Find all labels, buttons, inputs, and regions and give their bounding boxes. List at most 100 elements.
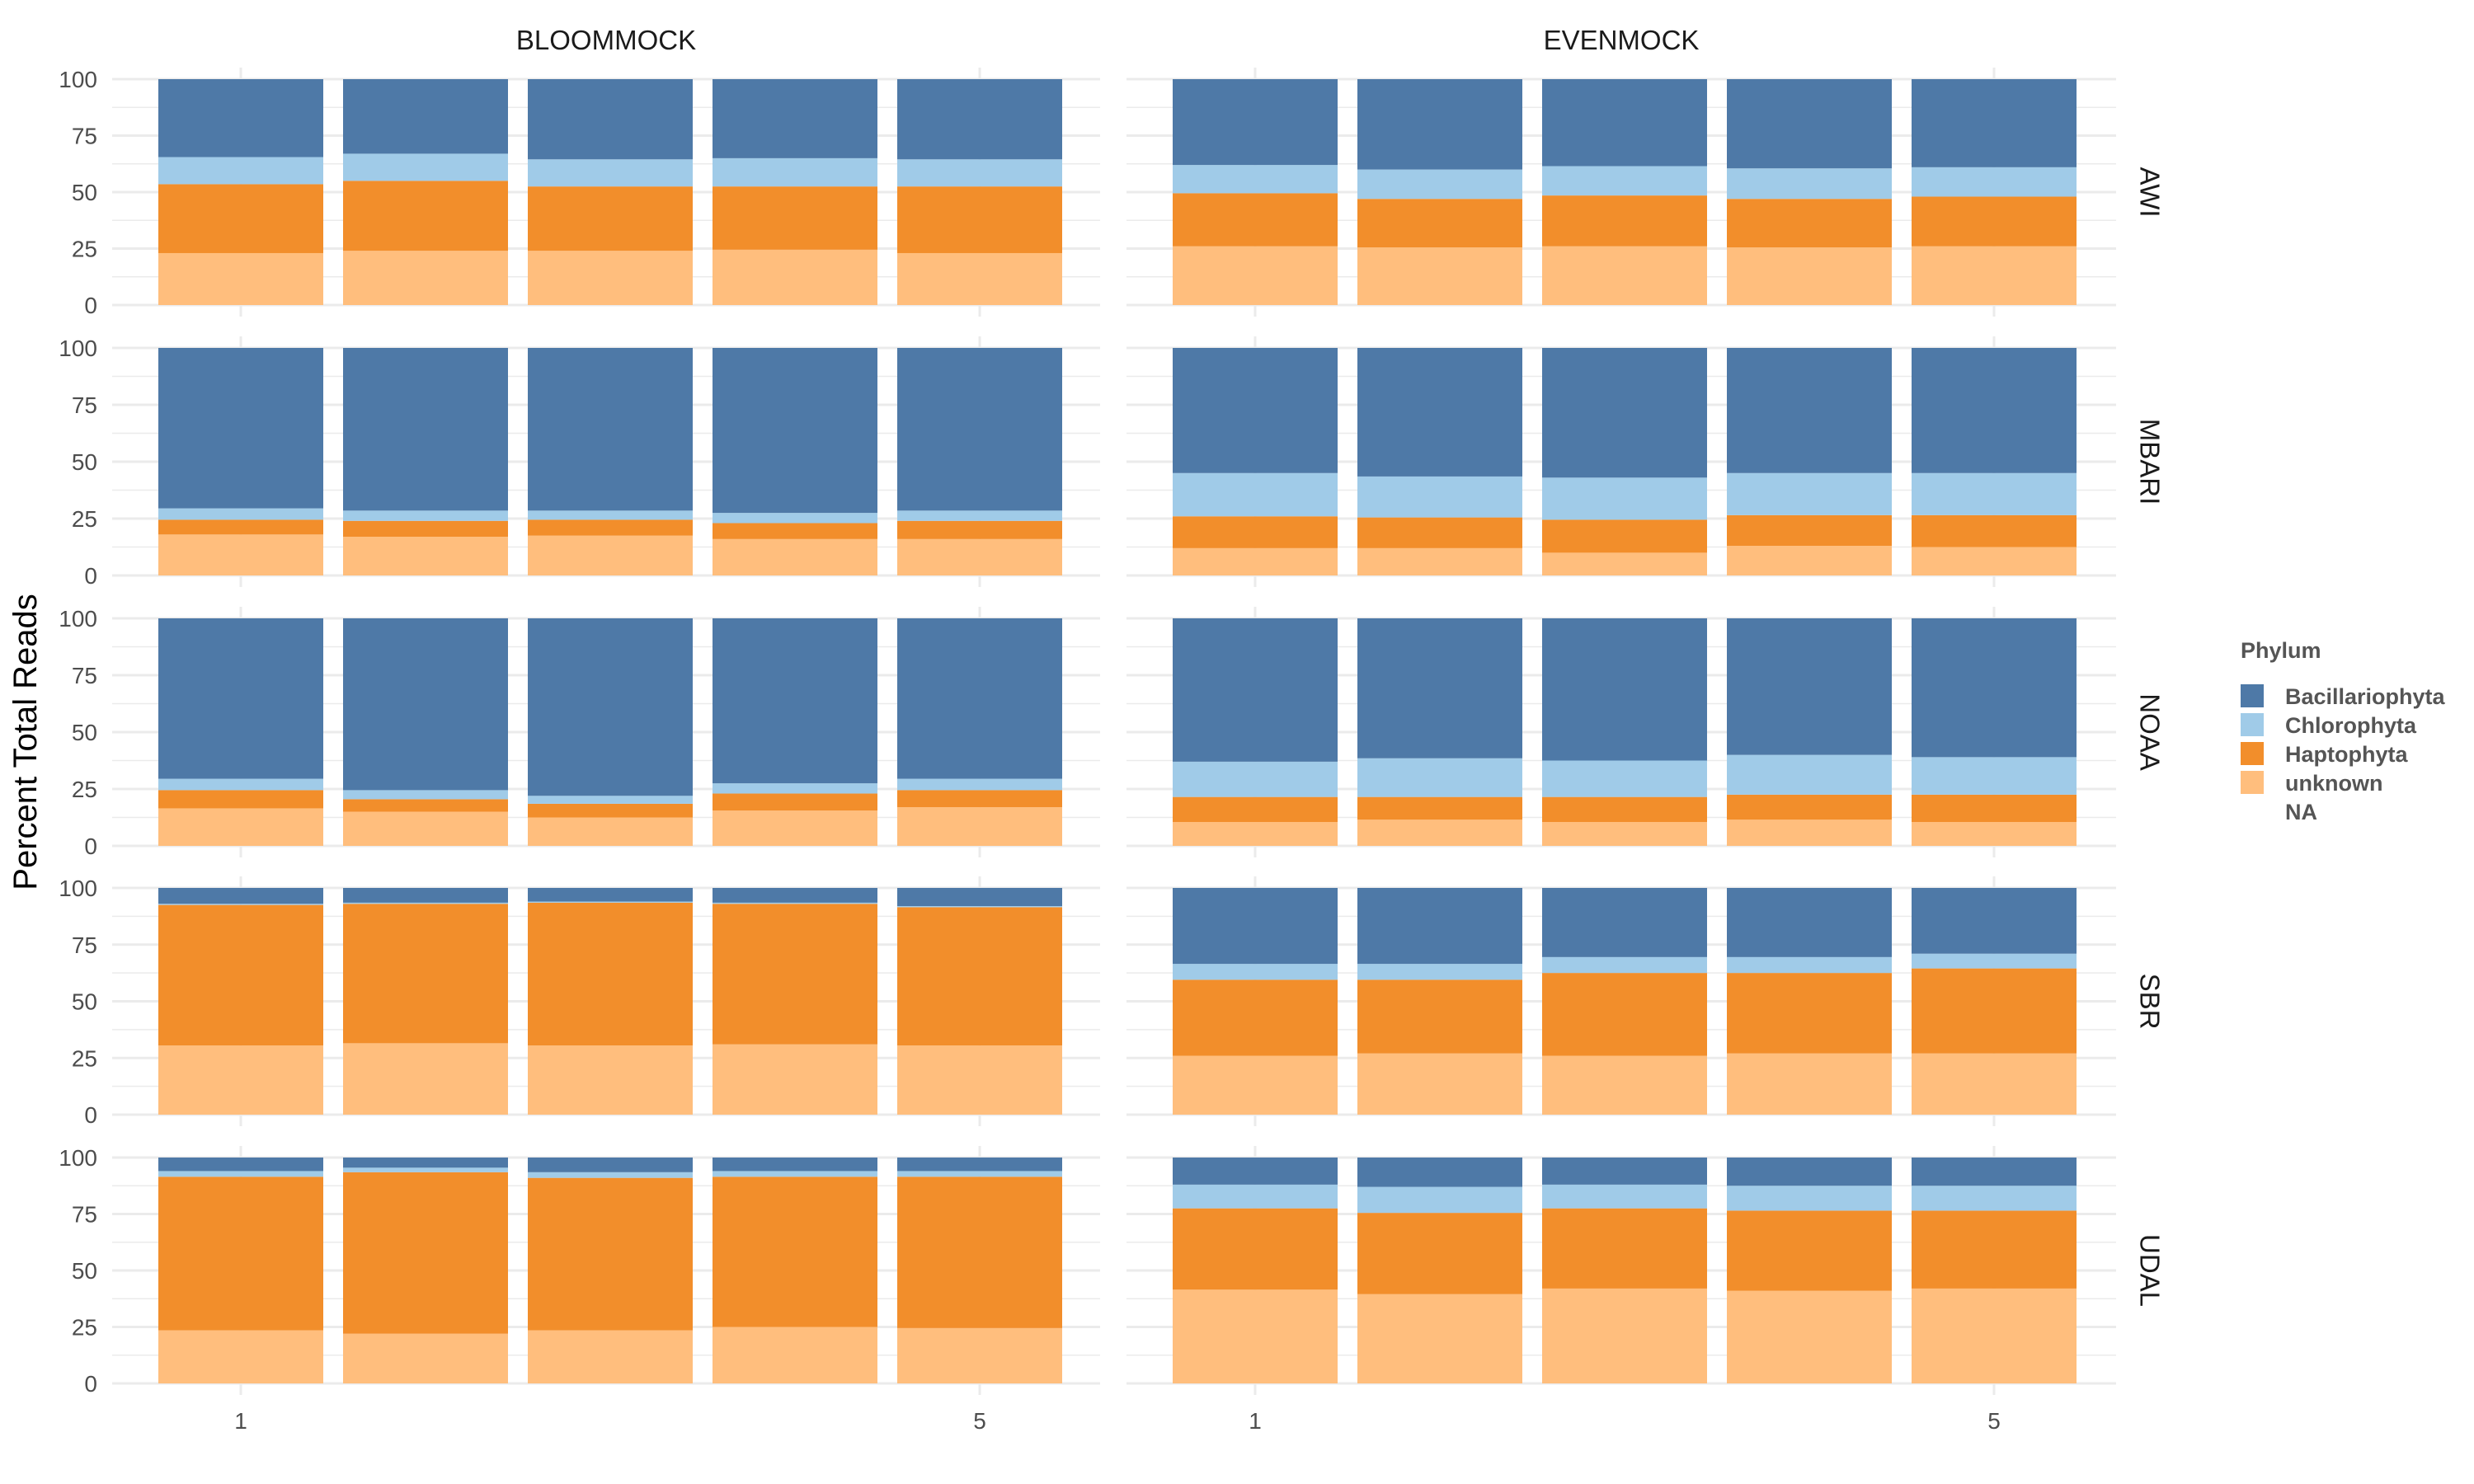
- y-tick-label: 100: [59, 606, 97, 632]
- bar-segment-bacillariophyta: [1912, 618, 2077, 758]
- bar-segment-bacillariophyta: [713, 618, 877, 784]
- legend-key-chlorophyta: [2241, 713, 2264, 736]
- bar-segment-haptophyta: [1173, 796, 1338, 823]
- bar-segment-chlorophyta: [158, 778, 323, 791]
- bar-segment-unknown: [1912, 822, 2077, 846]
- y-tick-label: 100: [59, 67, 97, 92]
- legend-label-bacillariophyta: Bacillariophyta: [2285, 684, 2446, 709]
- bar-segment-chlorophyta: [1173, 761, 1338, 797]
- bar-segment-unknown: [713, 538, 877, 575]
- bar-segment-bacillariophyta: [1357, 888, 1522, 965]
- panel-sbr-bloommock: [112, 876, 1100, 1126]
- row-strip-udal: UDAL: [2134, 1234, 2165, 1307]
- y-tick-label: 25: [72, 237, 97, 262]
- bar-segment-haptophyta: [1357, 199, 1522, 248]
- bar-segment-chlorophyta: [158, 1171, 323, 1177]
- bar-segment-haptophyta: [1727, 973, 1892, 1054]
- x-tick-label: 5: [1987, 1408, 2001, 1434]
- bar-segment-haptophyta: [1173, 516, 1338, 548]
- bar-segment-haptophyta: [897, 790, 1062, 808]
- bar-segment-unknown: [1173, 1055, 1338, 1115]
- bar-segment-unknown: [1173, 547, 1338, 575]
- bar-segment-bacillariophyta: [343, 888, 508, 903]
- bar-segment-unknown: [343, 537, 508, 575]
- bar-segment-bacillariophyta: [1542, 348, 1707, 478]
- bar-segment-haptophyta: [1173, 979, 1338, 1056]
- bar-segment-unknown: [1912, 1053, 2077, 1115]
- bar-segment-bacillariophyta: [897, 79, 1062, 160]
- bar-segment-haptophyta: [713, 523, 877, 539]
- bar-segment-bacillariophyta: [1542, 618, 1707, 761]
- bar-segment-bacillariophyta: [1173, 1158, 1338, 1185]
- bar-segment-bacillariophyta: [1912, 888, 2077, 954]
- bar-segment-unknown: [713, 1044, 877, 1115]
- bar-segment-haptophyta: [713, 793, 877, 811]
- bar-segment-unknown: [713, 810, 877, 846]
- legend-label-chlorophyta: Chlorophyta: [2285, 713, 2417, 738]
- x-tick-label: 5: [973, 1408, 986, 1434]
- bar-segment-haptophyta: [1357, 517, 1522, 548]
- legend-label-na: NA: [2285, 800, 2317, 824]
- y-tick-label: 0: [84, 563, 97, 589]
- bar-segment-unknown: [897, 538, 1062, 575]
- bar-segment-haptophyta: [343, 799, 508, 812]
- bar-segment-chlorophyta: [1173, 165, 1338, 194]
- bar-segment-bacillariophyta: [713, 79, 877, 158]
- bar-segment-chlorophyta: [1912, 757, 2077, 795]
- bar-segment-chlorophyta: [713, 902, 877, 904]
- bar-segment-chlorophyta: [897, 159, 1062, 187]
- bar-segment-chlorophyta: [1912, 167, 2077, 197]
- bar-segment-chlorophyta: [1173, 472, 1338, 517]
- bar-segment-bacillariophyta: [1912, 348, 2077, 473]
- bar-segment-haptophyta: [343, 1172, 508, 1334]
- row-strip-sbr: SBR: [2134, 974, 2165, 1030]
- y-tick-label: 75: [72, 932, 97, 958]
- bar-segment-chlorophyta: [343, 153, 508, 181]
- bar-segment-unknown: [1357, 247, 1522, 305]
- bar-segment-chlorophyta: [897, 778, 1062, 791]
- bar-segment-haptophyta: [1727, 514, 1892, 547]
- bar-segment-bacillariophyta: [1173, 348, 1338, 473]
- y-tick-label: 100: [59, 336, 97, 361]
- bar-segment-chlorophyta: [1727, 472, 1892, 515]
- bar-segment-chlorophyta: [897, 906, 1062, 908]
- bar-segment-bacillariophyta: [528, 348, 693, 511]
- bar-segment-unknown: [1357, 547, 1522, 575]
- legend: Phylum Bacillariophyta Chlorophyta Haptoph…: [2241, 638, 2446, 824]
- bar-segment-haptophyta: [158, 904, 323, 1046]
- legend-key-bacillariophyta: [2241, 684, 2264, 707]
- bar-segment-bacillariophyta: [528, 618, 693, 796]
- y-tick-label: 75: [72, 392, 97, 418]
- bar-segment-bacillariophyta: [897, 1158, 1062, 1172]
- bar-segment-chlorophyta: [1173, 964, 1338, 980]
- bar-segment-chlorophyta: [1357, 758, 1522, 797]
- bar-segment-unknown: [528, 817, 693, 846]
- bar-segment-chlorophyta: [1542, 760, 1707, 797]
- bar-segment-haptophyta: [343, 181, 508, 251]
- bar-segment-bacillariophyta: [528, 79, 693, 160]
- bar-segment-chlorophyta: [158, 157, 323, 185]
- bar-segment-haptophyta: [1912, 1210, 2077, 1289]
- bar-segment-unknown: [158, 534, 323, 575]
- y-tick-label: 100: [59, 1145, 97, 1171]
- bar-segment-unknown: [1727, 546, 1892, 575]
- bar-segment-bacillariophyta: [343, 348, 508, 511]
- bar-segment-haptophyta: [1173, 1208, 1338, 1290]
- bar-segment-unknown: [1727, 1290, 1892, 1383]
- panel-udal-bloommock: [112, 1146, 1100, 1395]
- bar-segment-unknown: [1542, 246, 1707, 305]
- bar-segment-unknown: [1173, 246, 1338, 305]
- bar-segment-unknown: [528, 1045, 693, 1115]
- bar-segment-unknown: [1357, 819, 1522, 846]
- y-tick-label: 0: [84, 834, 97, 859]
- bar-segment-haptophyta: [343, 904, 508, 1044]
- bar-segment-bacillariophyta: [1173, 79, 1338, 166]
- bar-segment-haptophyta: [1357, 979, 1522, 1054]
- axes-layer: 0255075100025507510002550751000255075100…: [59, 67, 2001, 1434]
- bar-segment-chlorophyta: [1727, 168, 1892, 200]
- bar-segment-chlorophyta: [1727, 754, 1892, 795]
- y-tick-label: 0: [84, 1371, 97, 1397]
- bar-segment-chlorophyta: [1542, 956, 1707, 974]
- bar-segment-haptophyta: [158, 790, 323, 809]
